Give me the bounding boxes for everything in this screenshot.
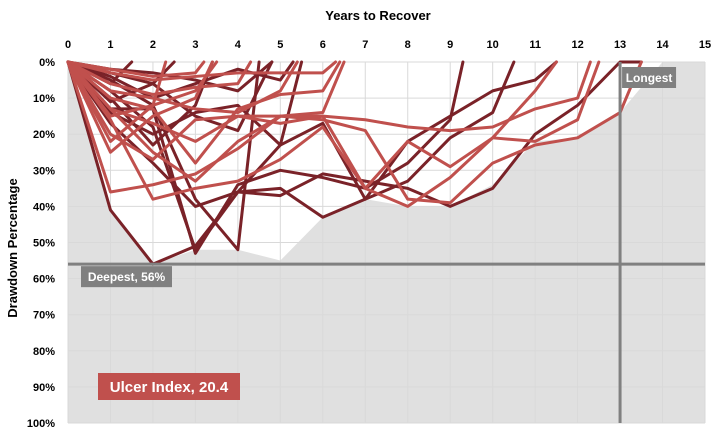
series-line-2 (66, 60, 558, 201)
x-tick-label: 5 (277, 39, 283, 51)
x-tick-label: 15 (699, 39, 711, 51)
y-axis-title: Drawdown Percentage (5, 178, 20, 317)
y-tick-label: 0% (39, 57, 55, 69)
x-tick-label: 2 (150, 39, 156, 51)
x-axis-title: Years to Recover (325, 8, 431, 23)
series-line-17 (66, 60, 346, 161)
x-tick-label: 8 (405, 39, 411, 51)
longest-label-box (622, 67, 677, 88)
x-tick-label: 10 (487, 39, 499, 51)
ulcer-index-box (98, 373, 240, 400)
x-tick-label: 11 (529, 39, 541, 51)
series-line-21 (66, 60, 338, 82)
series-line-16 (66, 60, 601, 208)
x-tick-label: 4 (235, 39, 242, 51)
series-line-12 (66, 60, 274, 133)
longest-label-text: Longest (626, 71, 673, 85)
series-line-25 (66, 60, 168, 143)
x-tick-label: 6 (320, 39, 326, 51)
x-tick-label: 9 (447, 39, 453, 51)
grid-layer (67, 61, 706, 424)
annotation-layer: Ulcer Index, 20.4 (98, 373, 240, 400)
y-tick-label: 20% (33, 129, 55, 141)
y-tick-label: 80% (33, 346, 55, 358)
x-tick-label: 1 (107, 39, 113, 51)
series-line-15 (66, 60, 592, 143)
series-line-18 (66, 60, 342, 165)
x-tick-label: 3 (192, 39, 198, 51)
x-tick-label: 13 (614, 39, 626, 51)
y-tick-label: 100% (27, 418, 55, 430)
series-layer (66, 60, 643, 266)
series-line-22 (66, 60, 299, 115)
y-tick-label: 90% (33, 382, 55, 394)
y-tick-label: 30% (33, 165, 55, 177)
y-tick-label: 60% (33, 274, 55, 286)
tick-layer: 0 1 2 3 4 5 6 7 8 9 10 11 12 13 14 150%10%20%30%40%50%6… (27, 39, 711, 430)
ulcer-index-text: Ulcer Index, 20.4 (110, 379, 229, 396)
reference-layer: Deepest, 56% Longest (68, 62, 705, 423)
x-tick-label: 12 (571, 39, 583, 51)
series-line-1 (66, 60, 643, 266)
x-tick-label: 0 (65, 39, 71, 51)
series-line-19 (66, 60, 253, 96)
y-tick-label: 10% (33, 93, 55, 105)
deepest-label: Deepest, 56% (81, 266, 172, 288)
y-tick-label: 70% (33, 310, 55, 322)
series-line-7 (66, 60, 261, 252)
ulcer-index-label: Ulcer Index, 20.4 (98, 373, 240, 400)
deepest-label-box (81, 266, 172, 288)
series-line-20 (66, 60, 214, 154)
y-tick-label: 50% (33, 238, 55, 250)
y-tick-label: 40% (33, 201, 55, 213)
longest-label: Longest (622, 67, 677, 88)
x-tick-label: 7 (362, 39, 368, 51)
x-tick-label: 14 (656, 39, 669, 51)
series-line-24 (66, 60, 206, 78)
series-line-9 (66, 60, 295, 100)
deepest-label-text: Deepest, 56% (88, 270, 166, 284)
series-line-13 (66, 60, 643, 205)
